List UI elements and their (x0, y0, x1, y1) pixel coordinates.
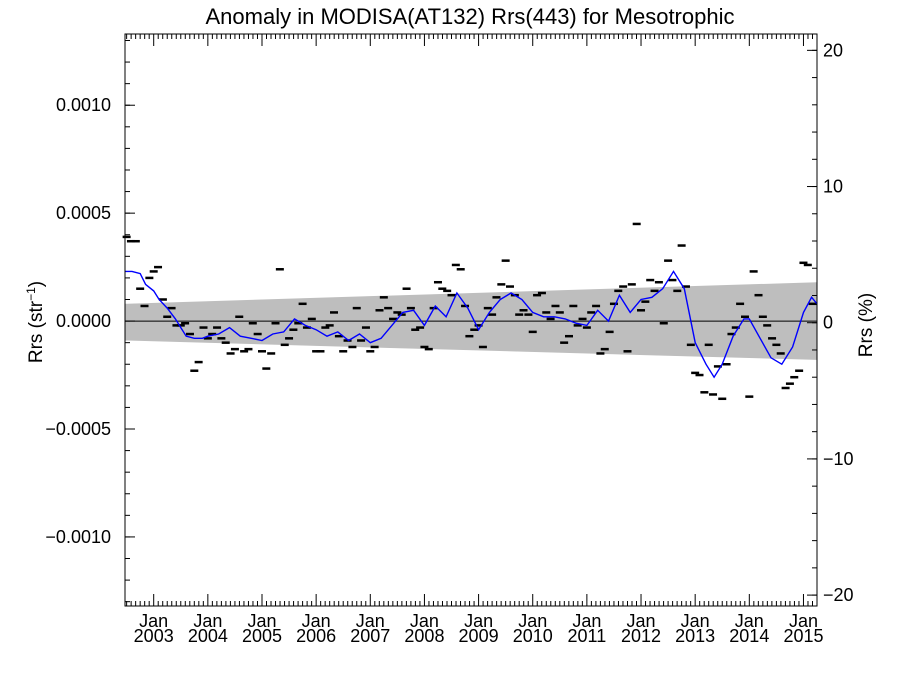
x-tick-month: Jan (193, 611, 222, 631)
running-mean-line (125, 270, 818, 379)
x-axis: Jan2003Jan2004Jan2005Jan2006Jan2007Jan20… (126, 34, 823, 646)
x-tick-year: 2015 (783, 626, 823, 646)
y-axis-label-main: Rrs (str (26, 300, 47, 363)
plot-area (122, 33, 818, 607)
x-tick-month: Jan (356, 611, 385, 631)
chart-title: Anomaly in MODISA(AT132) Rrs(443) for Me… (206, 4, 735, 29)
x-tick-year: 2009 (459, 626, 499, 646)
y-axis-label: Rrs (str−1) (24, 281, 47, 363)
y2-tick-label: −20 (823, 585, 854, 605)
x-tick-month: Jan (302, 611, 331, 631)
x-tick-year: 2011 (568, 626, 607, 646)
plot-frame (124, 33, 818, 607)
x-tick-month: Jan (518, 611, 547, 631)
y-tick-label: −0.0010 (45, 527, 111, 547)
y-axis-left: 0.0010 0.0005 0.0000 −0.0005 −0.0010 (45, 39, 135, 603)
y-axis-label-suffix: ) (26, 281, 47, 287)
y-tick-label: 0.0000 (56, 311, 111, 331)
x-tick-month: Jan (681, 611, 710, 631)
y2-tick-label: −10 (823, 449, 854, 469)
x-tick-year: 2013 (675, 626, 715, 646)
y2-tick-label: 20 (823, 40, 843, 60)
x-tick-month: Jan (410, 611, 439, 631)
x-tick-year: 2014 (729, 626, 769, 646)
x-tick-year: 2004 (188, 626, 228, 646)
x-tick-year: 2005 (242, 626, 282, 646)
x-tick-year: 2007 (350, 626, 390, 646)
x-tick-month: Jan (139, 611, 168, 631)
x-tick-year: 2008 (404, 626, 444, 646)
x-tick-month: Jan (464, 611, 493, 631)
y2-tick-label: 10 (823, 177, 843, 197)
y-axis-label-sup: −1 (24, 287, 38, 301)
y-axis-right: 20 10 0 −10 −20 (807, 40, 854, 605)
x-tick-year: 2010 (513, 626, 553, 646)
y2-tick-label: 0 (823, 313, 833, 333)
x-tick-year: 2003 (134, 626, 174, 646)
x-tick-month: Jan (627, 611, 656, 631)
x-tick-year: 2006 (296, 626, 336, 646)
y2-axis-label: Rrs (%) (856, 293, 877, 357)
x-tick-year: 2012 (621, 626, 661, 646)
y-tick-label: 0.0010 (56, 95, 111, 115)
x-tick-month: Jan (247, 611, 276, 631)
y-tick-label: −0.0005 (45, 419, 111, 439)
x-tick-month: Jan (572, 611, 601, 631)
x-tick-month: Jan (789, 611, 818, 631)
y-tick-label: 0.0005 (56, 203, 111, 223)
x-tick-month: Jan (735, 611, 764, 631)
